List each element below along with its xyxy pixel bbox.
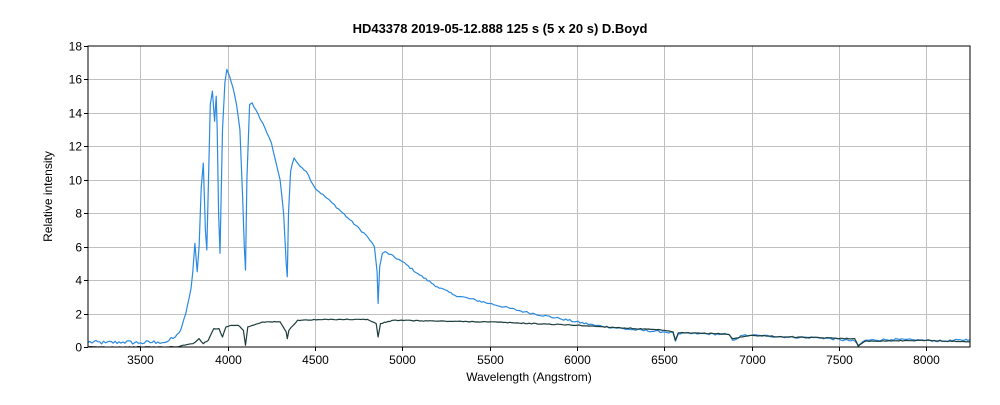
x-tick-label: 4500 xyxy=(302,353,329,367)
x-tick-label: 6500 xyxy=(651,353,678,367)
x-axis-ticks: 3500 4000 4500 5000 5500 6000 6500 7000 7500 8000 xyxy=(127,347,940,367)
y-tick-label: 0 xyxy=(75,341,82,355)
x-tick-label: 5000 xyxy=(389,353,416,367)
series-line-raw-spectrum xyxy=(88,68,970,346)
x-tick-label: 7500 xyxy=(826,353,853,367)
y-tick-label: 12 xyxy=(69,140,83,154)
y-axis-ticks: 0 2 4 6 8 10 12 14 16 18 xyxy=(69,40,88,355)
y-tick-label: 6 xyxy=(75,241,82,255)
series-line-processed-spectrum xyxy=(88,318,970,347)
x-tick-label: 4000 xyxy=(215,353,242,367)
y-tick-label: 14 xyxy=(69,107,83,121)
y-tick-label: 2 xyxy=(75,308,82,322)
y-tick-label: 10 xyxy=(69,174,83,188)
x-tick-label: 7000 xyxy=(739,353,766,367)
series-group xyxy=(88,68,970,347)
x-tick-label: 8000 xyxy=(913,353,940,367)
y-tick-label: 16 xyxy=(69,73,83,87)
plot-area-frame xyxy=(87,45,971,348)
y-axis-label: Relative intensity xyxy=(41,151,55,242)
y-tick-label: 18 xyxy=(69,40,83,54)
chart-title: HD43378 2019-05-12.888 125 s (5 x 20 s) … xyxy=(353,21,648,36)
x-tick-label: 6000 xyxy=(564,353,591,367)
y-tick-label: 8 xyxy=(75,207,82,221)
grid-lines xyxy=(88,46,970,347)
x-axis-label: Wavelength (Angstrom) xyxy=(466,370,592,384)
x-tick-label: 3500 xyxy=(127,353,154,367)
x-tick-label: 5500 xyxy=(477,353,504,367)
y-tick-label: 4 xyxy=(75,274,82,288)
